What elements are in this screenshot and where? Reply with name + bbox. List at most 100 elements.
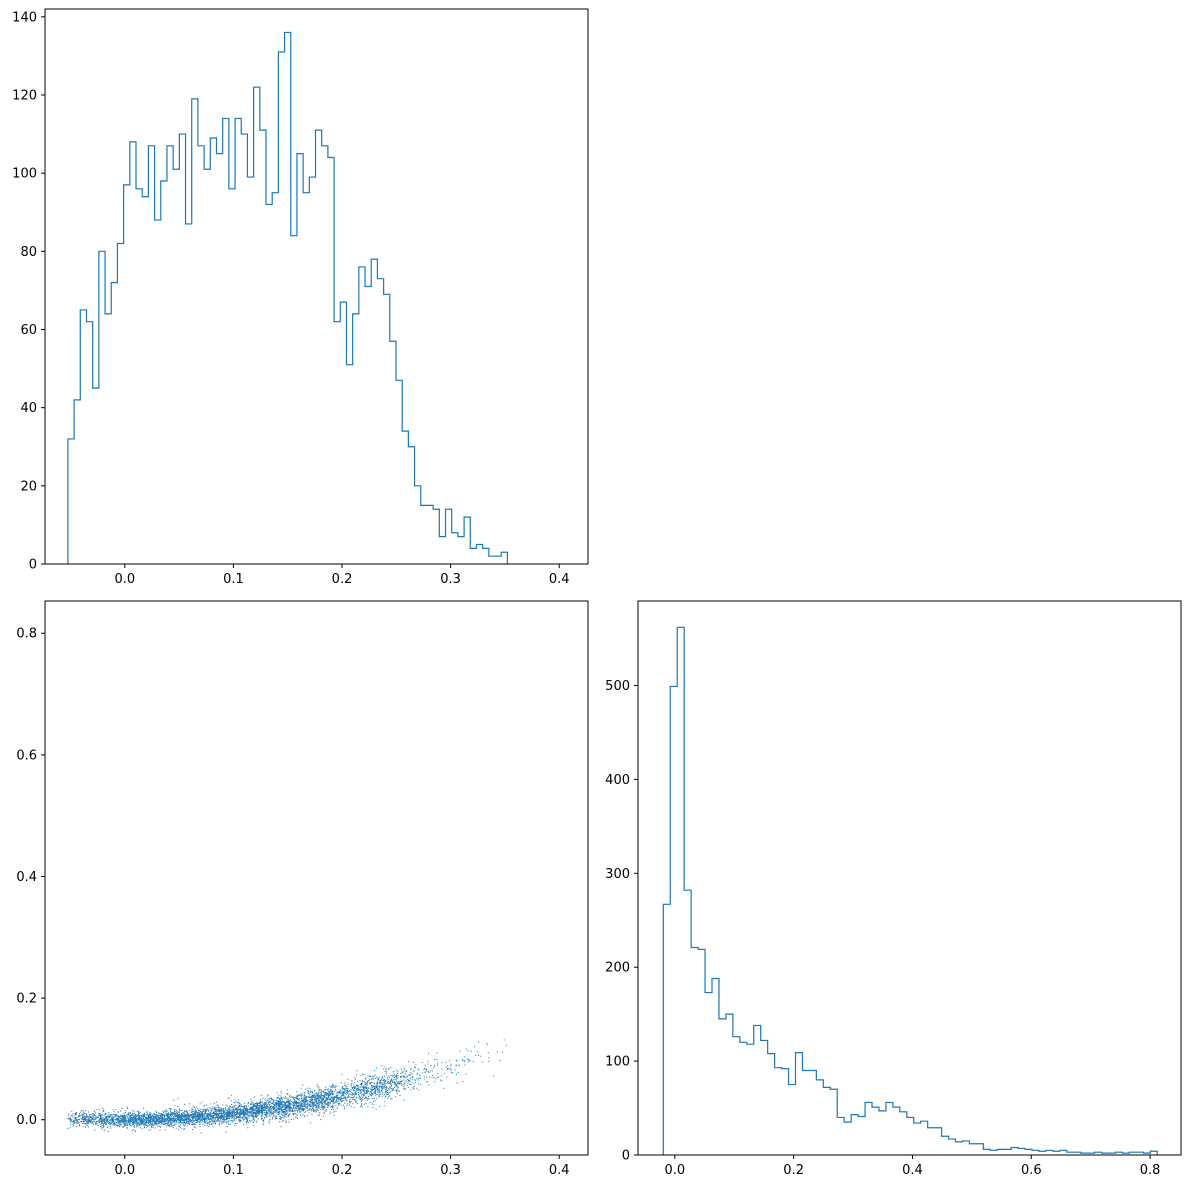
scatter-point (147, 1119, 149, 1121)
scatter-point (176, 1112, 178, 1114)
scatter-point (295, 1117, 297, 1119)
scatter-point (346, 1100, 348, 1102)
scatter-point (142, 1115, 144, 1117)
scatter-point (344, 1097, 346, 1099)
scatter-point (272, 1114, 274, 1116)
scatter-point (173, 1120, 175, 1122)
scatter-point (255, 1113, 257, 1115)
scatter-point (128, 1121, 130, 1123)
scatter-point (306, 1104, 308, 1106)
scatter-point (253, 1109, 255, 1111)
scatter-point (324, 1094, 326, 1096)
scatter-point (206, 1122, 208, 1124)
scatter-point (158, 1112, 160, 1114)
hist-x-ytick-label: 0 (29, 558, 37, 573)
scatter-point (395, 1084, 397, 1086)
scatter-point (247, 1115, 249, 1117)
scatter-point (434, 1065, 436, 1067)
scatter-point (280, 1099, 282, 1101)
scatter-point (257, 1109, 259, 1111)
scatter-point (123, 1119, 125, 1121)
scatter-point (170, 1119, 172, 1121)
scatter-point (397, 1077, 399, 1079)
scatter-point (447, 1068, 449, 1069)
scatter-point (196, 1115, 198, 1117)
scatter-point (99, 1112, 101, 1114)
scatter-point (391, 1081, 393, 1083)
scatter-point (152, 1116, 154, 1118)
scatter-point (184, 1116, 186, 1118)
scatter-point (107, 1116, 109, 1118)
scatter-point (388, 1095, 390, 1097)
scatter-point (102, 1111, 104, 1113)
scatter-point (376, 1082, 378, 1084)
scatter-point (171, 1122, 173, 1124)
scatter-point (173, 1125, 175, 1126)
scatter-point (86, 1115, 88, 1117)
scatter-point (103, 1110, 105, 1112)
scatter-point (321, 1097, 323, 1099)
scatter-point (145, 1116, 147, 1118)
scatter-point (349, 1102, 351, 1104)
scatter-point (323, 1095, 325, 1097)
scatter-point (282, 1116, 284, 1118)
scatter-point (287, 1099, 289, 1101)
scatter-point (221, 1115, 223, 1117)
scatter-point (177, 1117, 179, 1119)
scatter-point (220, 1111, 222, 1113)
scatter-point (157, 1118, 159, 1119)
scatter-point (170, 1125, 172, 1127)
scatter-point (243, 1107, 245, 1109)
scatter-point (173, 1114, 175, 1116)
scatter-point (285, 1096, 287, 1098)
scatter-point (149, 1119, 151, 1121)
scatter-point (240, 1104, 242, 1106)
scatter-point (153, 1120, 155, 1122)
scatter-point (73, 1125, 75, 1127)
scatter-point (401, 1068, 403, 1070)
scatter-point (254, 1102, 256, 1104)
scatter-point (202, 1116, 204, 1118)
scatter-point (129, 1123, 131, 1125)
scatter-point (247, 1127, 249, 1129)
scatter-point (191, 1112, 193, 1114)
scatter-point (85, 1118, 87, 1120)
scatter-point (310, 1101, 312, 1103)
scatter-point (330, 1097, 332, 1099)
scatter-point (239, 1121, 241, 1123)
scatter-point (267, 1105, 269, 1107)
scatter-point (261, 1102, 263, 1104)
scatter-point (290, 1110, 292, 1112)
scatter-point (314, 1095, 316, 1097)
scatter-point (131, 1121, 133, 1123)
scatter-point (167, 1113, 169, 1115)
scatter-point (196, 1120, 198, 1122)
scatter-point (390, 1075, 392, 1077)
scatter-point (325, 1103, 327, 1105)
scatter-point (323, 1096, 325, 1098)
scatter-point (132, 1122, 134, 1124)
scatter-point (163, 1114, 165, 1116)
scatter-point (350, 1106, 352, 1108)
scatter-point (181, 1119, 183, 1121)
scatter-point (386, 1089, 388, 1091)
scatter-point (315, 1098, 317, 1100)
scatter-point (273, 1106, 275, 1108)
scatter-point (280, 1108, 282, 1110)
scatter-point (383, 1087, 385, 1089)
scatter-point (371, 1089, 373, 1091)
scatter-point (138, 1123, 140, 1125)
scatter-point (245, 1114, 247, 1116)
scatter-point (225, 1112, 227, 1114)
scatter-point (325, 1095, 327, 1097)
scatter-point (233, 1124, 235, 1126)
scatter-point (160, 1120, 162, 1122)
scatter-point (120, 1121, 122, 1123)
scatter-point (81, 1114, 83, 1116)
scatter-point (330, 1086, 332, 1088)
scatter-point (229, 1108, 231, 1110)
scatter-point (343, 1100, 345, 1102)
scatter-point (291, 1108, 293, 1110)
scatter-point (179, 1117, 181, 1119)
scatter-point (374, 1098, 376, 1100)
